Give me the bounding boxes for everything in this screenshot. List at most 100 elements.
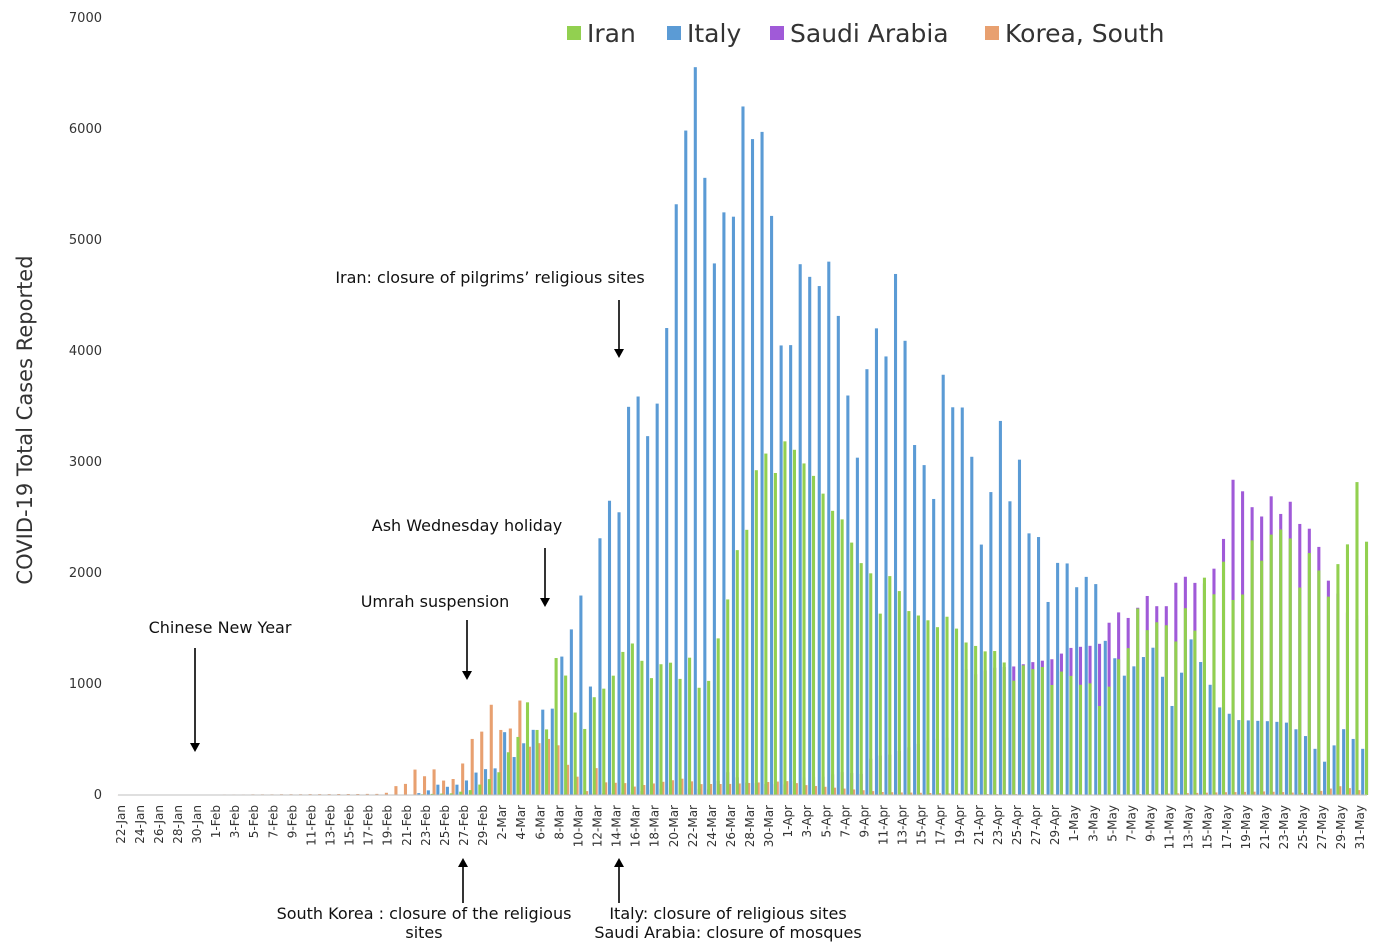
- x-tick-label: 15-Feb: [343, 805, 357, 846]
- bar: [1185, 793, 1189, 795]
- annotation-text: Ash Wednesday holiday: [372, 516, 562, 535]
- bar: [1069, 675, 1073, 795]
- bar: [564, 675, 568, 795]
- bar: [1294, 729, 1298, 795]
- bar: [474, 772, 478, 795]
- bar: [516, 736, 520, 795]
- x-tick-label: 7-Apr: [838, 805, 852, 838]
- legend-swatch: [770, 26, 784, 40]
- bar: [785, 781, 789, 796]
- x-tick-label: 1-Apr: [781, 805, 795, 838]
- bar: [512, 757, 516, 795]
- x-tick-label: 25-Feb: [438, 805, 452, 846]
- bar: [842, 788, 846, 795]
- bar: [670, 780, 674, 795]
- bar: [964, 642, 968, 795]
- bar: [1195, 792, 1199, 795]
- bar: [1126, 648, 1130, 795]
- x-tick-label: 4-Mar: [514, 805, 528, 840]
- bar: [436, 784, 440, 795]
- bar: [1361, 748, 1365, 795]
- x-tick-label: 9-Feb: [285, 805, 299, 838]
- bar: [1176, 793, 1180, 795]
- bar: [731, 216, 735, 795]
- legend-label: Italy: [687, 19, 741, 48]
- x-tick-label: 15-Apr: [915, 805, 929, 845]
- y-tick-label: 5000: [69, 233, 102, 248]
- x-tick-label: 21-Feb: [400, 805, 414, 846]
- bar: [831, 510, 835, 795]
- bar: [983, 651, 987, 795]
- bar: [1098, 705, 1102, 795]
- bar: [1141, 657, 1145, 795]
- bar: [461, 763, 465, 795]
- bar: [941, 374, 945, 795]
- bar: [798, 264, 802, 795]
- bar: [1037, 537, 1041, 795]
- bar: [1252, 791, 1256, 795]
- x-tick-label: 28-Mar: [743, 805, 757, 847]
- bar: [903, 340, 907, 795]
- bar: [1345, 544, 1349, 795]
- bar: [613, 782, 617, 795]
- bar: [865, 369, 869, 795]
- bar: [1221, 561, 1226, 795]
- bar: [697, 687, 701, 795]
- bar: [945, 616, 949, 795]
- legend-label: Korea, South: [1005, 19, 1164, 48]
- bar: [678, 678, 682, 795]
- bar: [966, 793, 970, 795]
- bar: [554, 658, 558, 795]
- x-tick-label: 16-Mar: [629, 805, 643, 847]
- x-tick-label: 7-May: [1124, 805, 1138, 842]
- bar: [1174, 641, 1178, 795]
- bar: [1017, 459, 1022, 795]
- bar: [846, 395, 850, 795]
- bar: [1208, 684, 1212, 795]
- bar: [884, 356, 888, 795]
- bar: [926, 620, 930, 795]
- bar: [1355, 482, 1359, 795]
- bar: [394, 786, 398, 795]
- bar: [792, 449, 796, 795]
- bar: [531, 729, 535, 795]
- bar: [916, 615, 920, 795]
- bar: [779, 345, 783, 795]
- bar: [1078, 684, 1083, 795]
- x-tick-label: 19-Apr: [953, 805, 967, 845]
- series-italy: [417, 67, 1365, 796]
- bar: [674, 204, 678, 795]
- bar: [478, 784, 482, 795]
- legend-swatch: [985, 26, 999, 40]
- bar: [1212, 594, 1216, 795]
- bar: [1233, 792, 1237, 795]
- annotation-text: Italy: closure of religious sites: [609, 904, 846, 923]
- annotation-arrow-head: [614, 349, 624, 358]
- x-tick-label: 15-May: [1201, 805, 1215, 849]
- bar: [518, 700, 522, 795]
- bar: [951, 407, 955, 795]
- bar: [1290, 792, 1294, 795]
- bar: [773, 472, 777, 795]
- bar: [642, 785, 646, 795]
- x-tick-label: 5-May: [1105, 805, 1119, 842]
- bar: [693, 67, 697, 796]
- bar: [1157, 793, 1161, 795]
- bar: [468, 790, 472, 795]
- bar: [556, 745, 560, 795]
- bar: [413, 769, 417, 795]
- bar: [754, 470, 758, 795]
- annotation-text: sites: [405, 923, 442, 942]
- x-tick-label: 5-Apr: [819, 805, 833, 838]
- bar: [1332, 745, 1336, 795]
- bar: [651, 783, 655, 795]
- bar: [832, 787, 837, 795]
- bar: [722, 212, 726, 796]
- bar: [403, 783, 407, 795]
- bar: [1218, 707, 1222, 795]
- bar: [956, 793, 960, 795]
- bar: [726, 599, 730, 795]
- bar: [861, 790, 865, 795]
- legend-label: Iran: [587, 19, 636, 48]
- x-tick-label: 21-May: [1258, 805, 1272, 849]
